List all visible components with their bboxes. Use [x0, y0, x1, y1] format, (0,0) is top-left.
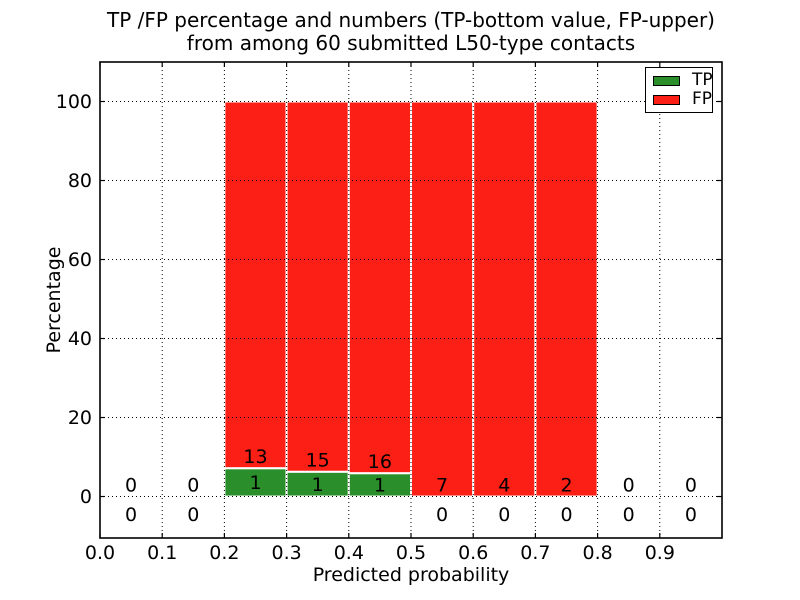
legend-label-fp: FP	[692, 89, 713, 109]
fp-count-label: 2	[560, 474, 572, 496]
x-tick-label: 0.1	[147, 542, 178, 564]
fp-count-label: 16	[368, 451, 392, 473]
tp-count-label: 1	[374, 475, 386, 497]
y-tick-label: 100	[55, 90, 92, 113]
y-tick-label: 20	[67, 406, 92, 429]
fp-count-label: 13	[243, 446, 267, 468]
x-tick-label: 0.8	[582, 542, 613, 564]
bar-segment-fp	[223, 100, 288, 470]
tp-count-label: 0	[498, 504, 510, 526]
tp-count-label: 0	[187, 504, 199, 526]
x-tick-label: 0.6	[458, 542, 489, 564]
bars-group	[223, 100, 599, 498]
ticks-group	[99, 62, 722, 538]
fp-count-label: 0	[125, 474, 137, 496]
legend-swatch-fp-icon	[653, 94, 680, 105]
x-axis-label: Predicted probability	[312, 564, 510, 586]
legend: TP FP	[645, 67, 713, 113]
bar-segment-fp	[347, 100, 412, 475]
bar-segment-fp	[534, 100, 599, 498]
tp-count-label: 0	[436, 504, 448, 526]
legend-swatch-tp-icon	[653, 75, 680, 86]
fp-count-label: 7	[436, 474, 448, 496]
x-tick-label: 0.5	[395, 542, 427, 564]
bar-segment-fp	[410, 100, 475, 498]
x-tick-label: 0.7	[520, 542, 551, 564]
gridlines-group	[100, 62, 722, 538]
tp-count-label: 1	[249, 472, 261, 494]
tp-count-label: 0	[560, 504, 572, 526]
x-tick-label: 0.9	[644, 542, 675, 564]
legend-item-fp: FP	[653, 91, 712, 108]
x-tick-label: 0.4	[333, 542, 364, 564]
bar-segment-tp	[223, 467, 288, 498]
tp-count-label: 0	[125, 504, 137, 526]
legend-label-tp: TP	[692, 70, 713, 90]
tp-count-label: 0	[623, 504, 635, 526]
chart-title-line2: from among 60 submitted L50-type contact…	[186, 31, 636, 55]
x-tick-label: 0.0	[84, 542, 116, 564]
x-tick-label: 0.3	[271, 542, 302, 564]
fp-count-label: 0	[187, 474, 199, 496]
chart-title: TP /FP percentage and numbers (TP-bottom…	[100, 9, 722, 55]
x-tick-label: 0.2	[209, 542, 240, 564]
fp-count-label: 0	[685, 474, 697, 496]
bar-segment-fp	[285, 100, 350, 473]
legend-item-tp: TP	[653, 72, 713, 89]
y-tick-label: 40	[67, 327, 92, 350]
fp-count-label: 0	[623, 474, 635, 496]
bar-segment-fp	[472, 100, 537, 498]
tp-count-label: 0	[685, 504, 697, 526]
fp-count-label: 15	[306, 450, 330, 472]
tp-count-label: 1	[312, 474, 324, 496]
chart-title-line1: TP /FP percentage and numbers (TP-bottom…	[107, 8, 715, 32]
fp-count-label: 4	[498, 474, 510, 496]
y-tick-label: 0	[79, 485, 92, 508]
y-tick-label: 60	[67, 248, 92, 271]
y-tick-label: 80	[67, 169, 92, 192]
